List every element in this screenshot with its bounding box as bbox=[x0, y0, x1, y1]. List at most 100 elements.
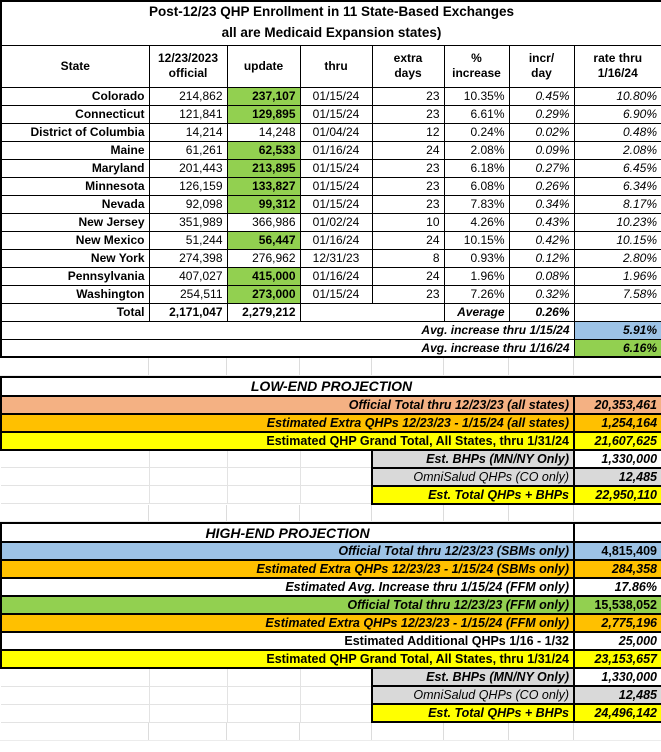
row-label: OmniSalud QHPs (CO only) bbox=[371, 466, 575, 487]
thru-date-cell: 01/04/24 bbox=[299, 122, 373, 142]
official-cell: 351,989 bbox=[148, 212, 228, 232]
state-name-cell: New Mexico bbox=[0, 230, 150, 250]
empty-grid-cell bbox=[371, 723, 444, 741]
high-end-header-row: HIGH-END PROJECTION bbox=[0, 522, 661, 543]
row-label: Estimated QHP Grand Total, All States, t… bbox=[0, 649, 575, 669]
update-cell: 366,986 bbox=[226, 212, 301, 232]
update-cell: 213,895 bbox=[226, 158, 301, 178]
empty-grid-cell bbox=[227, 449, 301, 468]
row-label: Estimated Extra QHPs 12/23/23 - 1/15/24 … bbox=[0, 412, 575, 433]
state-row: District of Columbia 14,214 14,248 01/04… bbox=[0, 122, 661, 142]
low-end-row-bhps: Est. BHPs (MN/NY Only) 1,330,000 bbox=[1, 448, 661, 469]
empty-grid-cell bbox=[227, 703, 301, 723]
avg-increase-value-2: 6.16% bbox=[573, 338, 661, 358]
empty-grid-cell bbox=[443, 358, 509, 376]
empty-grid-cell bbox=[443, 723, 509, 741]
incr-day-cell: 0.43% bbox=[508, 212, 575, 232]
state-name-cell: New Jersey bbox=[0, 212, 150, 232]
extra-days-cell: 8 bbox=[371, 248, 445, 268]
row-label: Official Total thru 12/23/23 (FFM only) bbox=[0, 595, 575, 615]
rate-thru-cell: 6.90% bbox=[573, 104, 661, 124]
state-row: New York 274,398 276,962 12/31/23 8 0.93… bbox=[0, 248, 661, 268]
low-end-section-title: LOW-END PROJECTION bbox=[0, 375, 661, 397]
row-value: 12,485 bbox=[572, 466, 661, 487]
official-cell: 51,244 bbox=[148, 230, 228, 250]
incr-day-cell: 0.09% bbox=[508, 140, 575, 160]
state-row: Connecticut 121,841 129,895 01/15/24 23 … bbox=[0, 104, 661, 124]
low-end-row-grand-total: Estimated QHP Grand Total, All States, t… bbox=[0, 430, 661, 451]
pct-increase-cell: 4.26% bbox=[443, 212, 510, 232]
table-title: Post-12/23 QHP Enrollment in 11 State-Ba… bbox=[0, 0, 661, 46]
high-end-row-official-sbm: Official Total thru 12/23/23 (SBMs only)… bbox=[0, 541, 661, 561]
row-value: 4,815,409 bbox=[573, 541, 661, 561]
empty-grid-cell bbox=[149, 485, 228, 504]
avg-increase-label-2: Avg. increase thru 1/16/24 bbox=[0, 338, 575, 358]
high-end-row-grand-total: Estimated QHP Grand Total, All States, t… bbox=[0, 649, 661, 669]
row-label: Est. Total QHPs + BHPs bbox=[371, 484, 575, 505]
incr-day-cell: 0.27% bbox=[508, 158, 575, 178]
col-header-state: State bbox=[0, 44, 150, 88]
average-value-cell: 0.26% bbox=[508, 302, 575, 322]
incr-day-cell: 0.12% bbox=[508, 248, 575, 268]
row-value: 284,358 bbox=[573, 559, 661, 579]
state-row: Pennsylvania 407,027 415,000 01/16/24 24… bbox=[0, 266, 661, 286]
high-end-section-title: HIGH-END PROJECTION bbox=[0, 522, 575, 543]
official-cell: 274,398 bbox=[148, 248, 228, 268]
extra-days-cell: 12 bbox=[371, 122, 445, 142]
empty-grid-cell bbox=[443, 504, 509, 522]
empty-grid-cell bbox=[149, 467, 228, 486]
state-name-cell: Nevada bbox=[0, 194, 150, 214]
empty-grid-cell bbox=[371, 504, 444, 522]
empty-grid-cell bbox=[300, 667, 373, 687]
empty-grid-cell bbox=[371, 358, 444, 376]
rate-thru-cell: 6.45% bbox=[573, 158, 661, 178]
extra-days-cell: 23 bbox=[371, 284, 445, 304]
rate-thru-cell: 10.15% bbox=[573, 230, 661, 250]
col-header-official: 12/23/2023 official bbox=[148, 44, 228, 88]
pct-increase-cell: 10.35% bbox=[443, 86, 510, 106]
low-end-row-official-total: Official Total thru 12/23/23 (all states… bbox=[0, 394, 661, 415]
empty-grid-cell bbox=[1, 703, 150, 723]
row-value: 15,538,052 bbox=[573, 595, 661, 615]
update-cell: 276,962 bbox=[226, 248, 301, 268]
official-cell: 214,862 bbox=[148, 86, 228, 106]
state-row: Colorado 214,862 237,107 01/15/24 23 10.… bbox=[0, 86, 661, 106]
column-header-row: State 12/23/2023 official update thru ex… bbox=[0, 44, 661, 88]
enrollment-table: Post-12/23 QHP Enrollment in 11 State-Ba… bbox=[0, 0, 661, 358]
empty-grid-cell bbox=[1, 485, 150, 504]
thru-date-cell: 01/15/24 bbox=[299, 86, 373, 106]
row-value: 20,353,461 bbox=[572, 394, 661, 415]
row-value: 1,330,000 bbox=[573, 667, 661, 687]
empty-grid-cell bbox=[300, 449, 373, 468]
thru-date-cell: 12/31/23 bbox=[299, 248, 373, 268]
pct-increase-cell: 0.24% bbox=[443, 122, 510, 142]
row-label: Est. Total QHPs + BHPs bbox=[371, 703, 575, 723]
title-line-2: all are Medicaid Expansion states) bbox=[221, 25, 442, 41]
empty-grid-cell bbox=[148, 504, 227, 522]
empty-grid-cell bbox=[149, 449, 228, 468]
total-update-cell: 2,279,212 bbox=[226, 302, 301, 322]
update-cell: 99,312 bbox=[226, 194, 301, 214]
low-end-header-row: LOW-END PROJECTION bbox=[0, 375, 661, 397]
pct-increase-cell: 7.26% bbox=[443, 284, 510, 304]
empty-grid-cell bbox=[0, 358, 149, 376]
row-label: Est. BHPs (MN/NY Only) bbox=[371, 667, 575, 687]
incr-day-cell: 0.26% bbox=[508, 176, 575, 196]
row-value: 2,775,196 bbox=[573, 613, 661, 633]
high-end-row-bhps: Est. BHPs (MN/NY Only) 1,330,000 bbox=[1, 667, 661, 687]
high-end-projection-table: HIGH-END PROJECTION Official Total thru … bbox=[0, 522, 661, 723]
average-label-cell: Average bbox=[443, 302, 510, 322]
high-end-row-omnisalud: OmniSalud QHPs (CO only) 12,485 bbox=[1, 685, 661, 705]
row-label: Estimated Avg. Increase thru 1/15/24 (FF… bbox=[0, 577, 575, 597]
row-label: Estimated QHP Grand Total, All States, t… bbox=[0, 430, 575, 451]
official-cell: 407,027 bbox=[148, 266, 228, 286]
title-row: Post-12/23 QHP Enrollment in 11 State-Ba… bbox=[0, 0, 661, 46]
incr-day-cell: 0.45% bbox=[508, 86, 575, 106]
row-value: 24,496,142 bbox=[573, 703, 661, 723]
incr-day-cell: 0.02% bbox=[508, 122, 575, 142]
incr-day-cell: 0.34% bbox=[508, 194, 575, 214]
thru-date-cell: 01/15/24 bbox=[299, 104, 373, 124]
update-cell: 14,248 bbox=[226, 122, 301, 142]
state-name-cell: Minnesota bbox=[0, 176, 150, 196]
